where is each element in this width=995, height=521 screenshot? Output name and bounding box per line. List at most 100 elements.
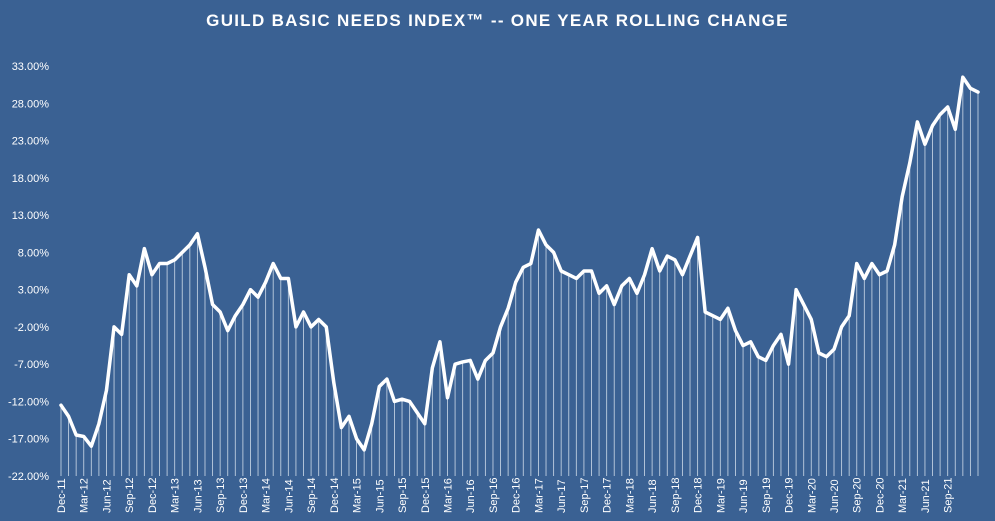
data-point-Dec-16 — [514, 280, 517, 284]
data-point-Nov-15 — [415, 411, 419, 414]
data-point-Aug-19 — [757, 355, 760, 358]
x-tick-label: Mar-15 — [352, 478, 364, 513]
data-point-Jun-13 — [196, 232, 199, 235]
x-tick-label: Mar-19 — [715, 478, 727, 513]
y-tick-label: 33.00% — [12, 61, 50, 73]
data-point-Aug-12 — [120, 333, 123, 336]
data-point-Apr-20 — [817, 351, 821, 355]
x-tick-label: Sep-13 — [215, 478, 227, 513]
data-point-Jul-17 — [567, 273, 570, 276]
data-point-Jun-15 — [378, 385, 381, 388]
data-point-Feb-13 — [165, 262, 169, 265]
data-point-Apr-14 — [271, 262, 275, 265]
x-tick-label: Dec-13 — [238, 478, 250, 513]
data-point-Oct-20 — [863, 277, 866, 280]
data-point-Feb-20 — [802, 303, 805, 306]
data-point-Apr-17 — [544, 243, 548, 247]
data-point-May-20 — [825, 355, 828, 358]
x-tick-label: Mar-18 — [624, 478, 636, 513]
data-point-Apr-13 — [181, 251, 184, 254]
data-point-Jun-12 — [105, 389, 108, 392]
data-point-Mar-20 — [810, 318, 813, 321]
x-tick-label: Dec-20 — [874, 478, 886, 513]
data-point-May-13 — [188, 243, 192, 247]
x-tick-label: Sep-17 — [579, 478, 591, 513]
data-point-Mar-17 — [537, 228, 540, 232]
x-tick-label: Dec-11 — [56, 478, 68, 513]
x-tick-label: Sep-20 — [852, 478, 864, 513]
data-point-Aug-21 — [938, 113, 942, 116]
data-point-May-18 — [643, 273, 646, 276]
data-point-Mar-19 — [719, 318, 722, 321]
data-point-Jul-20 — [840, 325, 843, 329]
data-point-Jan-15 — [340, 426, 343, 429]
y-tick-label: -12.00% — [8, 396, 49, 408]
data-point-Mar-13 — [173, 258, 176, 262]
x-tick-label: Sep-15 — [397, 478, 409, 513]
x-tick-label: Dec-18 — [693, 478, 705, 513]
data-point-Nov-21 — [961, 75, 965, 79]
data-point-Nov-20 — [870, 262, 874, 265]
data-point-Jun-14 — [287, 277, 290, 280]
data-point-Dec-18 — [696, 236, 699, 239]
data-point-Jan-16 — [431, 366, 434, 370]
y-tick-label: -17.00% — [8, 434, 49, 446]
data-point-undefined — [976, 90, 980, 94]
data-point-Nov-14 — [325, 325, 328, 329]
x-tick-label: Mar-21 — [897, 478, 909, 513]
data-point-Jan-20 — [794, 288, 798, 291]
data-point-Sep-12 — [128, 273, 131, 276]
data-point-Nov-12 — [143, 247, 146, 250]
data-point-Dec-20 — [878, 273, 881, 276]
data-point-Feb-18 — [620, 284, 624, 288]
data-point-Apr-15 — [362, 448, 366, 452]
data-point-Nov-13 — [234, 314, 237, 317]
data-point-Sep-18 — [673, 258, 677, 262]
drop-lines — [60, 77, 979, 476]
x-tick-label: Mar-13 — [170, 478, 182, 513]
data-point-Jan-12 — [67, 415, 70, 418]
x-tick-label: Dec-17 — [602, 478, 614, 513]
y-tick-label: 13.00% — [12, 210, 50, 222]
data-point-Jul-14 — [294, 325, 298, 329]
x-tick-label: Jun-17 — [556, 479, 568, 513]
data-point-Dec-17 — [605, 284, 608, 288]
x-tick-label: Mar-16 — [443, 478, 455, 513]
data-point-Jan-18 — [613, 303, 616, 306]
data-point-Aug-20 — [847, 314, 851, 317]
x-tick-label: Dec-15 — [420, 478, 432, 513]
data-point-Oct-12 — [135, 284, 138, 288]
data-point-Oct-14 — [317, 318, 320, 321]
data-point-Apr-12 — [90, 444, 93, 448]
data-point-May-17 — [552, 251, 555, 254]
data-point-Jan-14 — [249, 288, 252, 291]
x-tick-label: Jun-19 — [738, 479, 750, 513]
data-point-Feb-19 — [711, 314, 714, 317]
data-point-Oct-16 — [499, 325, 502, 329]
data-point-May-15 — [370, 422, 373, 426]
data-point-Aug-16 — [484, 359, 487, 362]
y-tick-label: 3.00% — [18, 285, 49, 297]
data-point-Jun-17 — [559, 269, 563, 273]
x-tick-label: Dec-19 — [784, 478, 796, 513]
data-point-Feb-15 — [347, 415, 351, 418]
data-point-Oct-17 — [590, 269, 593, 273]
data-point-Mar-16 — [446, 396, 449, 399]
data-point-Nov-16 — [506, 307, 510, 310]
data-point-Mar-21 — [901, 195, 904, 198]
data-point-Sep-19 — [764, 359, 768, 362]
data-point-Mar-15 — [355, 437, 358, 440]
data-point-Jun-20 — [832, 348, 836, 351]
data-point-Nov-17 — [597, 292, 601, 295]
x-tick-label: Mar-17 — [533, 478, 545, 513]
x-tick-label: Sep-12 — [124, 478, 136, 513]
data-point-Jun-21 — [923, 143, 927, 146]
x-tick-label: Jun-14 — [283, 479, 295, 513]
x-tick-label: Jun-21 — [920, 479, 932, 513]
x-tick-label: Sep-21 — [943, 478, 955, 513]
data-point-Aug-14 — [302, 310, 305, 314]
data-point-Dec-12 — [150, 273, 154, 276]
data-point-May-12 — [97, 422, 101, 426]
data-point-Aug-15 — [393, 400, 396, 403]
